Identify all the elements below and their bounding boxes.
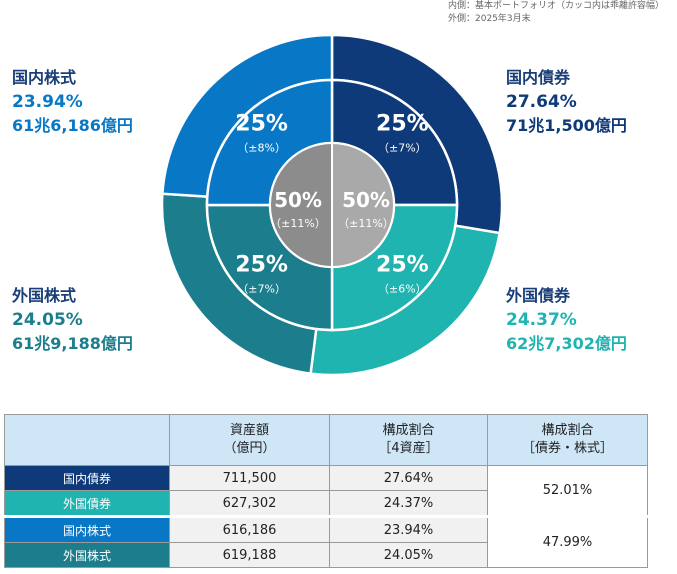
header-share-4-text: 構成割合 ［4資産］ xyxy=(378,423,439,456)
allocation-table: 資産額 （億円） 構成割合 ［4資産］ 構成割合 ［債券・株式］ 国内債券 71… xyxy=(4,414,648,568)
label-percent: 24.37% xyxy=(506,310,577,330)
label-name: 外国債券 xyxy=(506,286,571,305)
middle-slice-range: （±6%） xyxy=(378,282,427,295)
table-row: 外国株式 619,188 24.05% xyxy=(4,542,648,568)
row-share: 24.37% xyxy=(329,490,488,517)
row-label: 外国株式 xyxy=(4,542,170,568)
inner-slice xyxy=(331,141,395,269)
inner-slice-label: 50% xyxy=(342,188,390,212)
label-foreign-bonds: 外国債券 24.37% 62兆7,302億円 xyxy=(506,284,627,356)
label-name: 国内債券 xyxy=(506,68,571,87)
label-amount: 71兆1,500億円 xyxy=(506,116,627,135)
header-share-4: 構成割合 ［4資産］ xyxy=(329,414,488,466)
label-amount: 61兆6,186億円 xyxy=(12,116,133,135)
row-label: 外国債券 xyxy=(4,490,170,517)
row-amount: 619,188 xyxy=(169,542,330,568)
note-outer: 外側：2025年3月末 xyxy=(448,14,531,24)
middle-slice-range: （±8%） xyxy=(237,142,286,155)
label-domestic-stocks: 国内株式 23.94% 61兆6,186億円 xyxy=(12,66,133,138)
middle-slice-range: （±7%） xyxy=(237,282,286,295)
stocks-combined-share: 47.99% xyxy=(487,515,648,568)
label-name: 国内株式 xyxy=(12,68,77,87)
row-amount: 711,500 xyxy=(169,465,330,491)
row-label: 国内株式 xyxy=(4,515,170,543)
middle-slice-label: 25% xyxy=(235,252,288,277)
middle-slice-label: 25% xyxy=(235,112,288,137)
label-amount: 61兆9,188億円 xyxy=(12,334,133,353)
row-share: 24.05% xyxy=(329,542,488,568)
header-amount-text: 資産額 （億円） xyxy=(223,423,276,456)
row-share: 23.94% xyxy=(329,515,488,543)
header-amount: 資産額 （億円） xyxy=(169,414,330,466)
label-percent: 24.05% xyxy=(12,310,83,330)
header-share-2-text: 構成割合 ［債券・株式］ xyxy=(521,423,613,456)
label-amount: 62兆7,302億円 xyxy=(506,334,627,353)
label-name: 外国株式 xyxy=(12,286,77,305)
header-share-2: 構成割合 ［債券・株式］ xyxy=(487,414,648,466)
row-amount: 627,302 xyxy=(169,490,330,517)
label-domestic-bonds: 国内債券 27.64% 71兆1,500億円 xyxy=(506,66,627,138)
middle-slice-label: 25% xyxy=(376,112,429,137)
header-blank xyxy=(4,414,170,466)
bonds-combined-share: 52.01% xyxy=(487,465,648,517)
table-row: 国内債券 711,500 27.64% 52.01% xyxy=(4,465,648,517)
chart-note: 内側：基本ポートフォリオ（カッコ内は乖離許容幅） 外側：2025年3月末 xyxy=(448,0,664,26)
table-row: 外国債券 627,302 24.37% xyxy=(4,490,648,517)
row-share: 27.64% xyxy=(329,465,488,491)
inner-slice xyxy=(269,141,333,269)
row-amount: 616,186 xyxy=(169,515,330,543)
note-inner: 内側：基本ポートフォリオ（カッコ内は乖離許容幅） xyxy=(448,1,665,11)
table-row: 国内株式 616,186 23.94% 47.99% xyxy=(4,515,648,568)
allocation-donut-chart: 25% （±7%） 25% （±6%） 25% （±7%） 25% （±8%） 50% （±11%… xyxy=(160,33,504,377)
middle-slice-range: （±7%） xyxy=(378,142,427,155)
label-percent: 23.94% xyxy=(12,92,83,112)
inner-slice-range: （±11%） xyxy=(270,217,326,230)
inner-slice-range: （±11%） xyxy=(338,217,394,230)
label-foreign-stocks: 外国株式 24.05% 61兆9,188億円 xyxy=(12,284,133,356)
label-percent: 27.64% xyxy=(506,92,577,112)
middle-slice-label: 25% xyxy=(376,252,429,277)
row-label: 国内債券 xyxy=(4,465,170,491)
inner-slice-label: 50% xyxy=(274,188,322,212)
